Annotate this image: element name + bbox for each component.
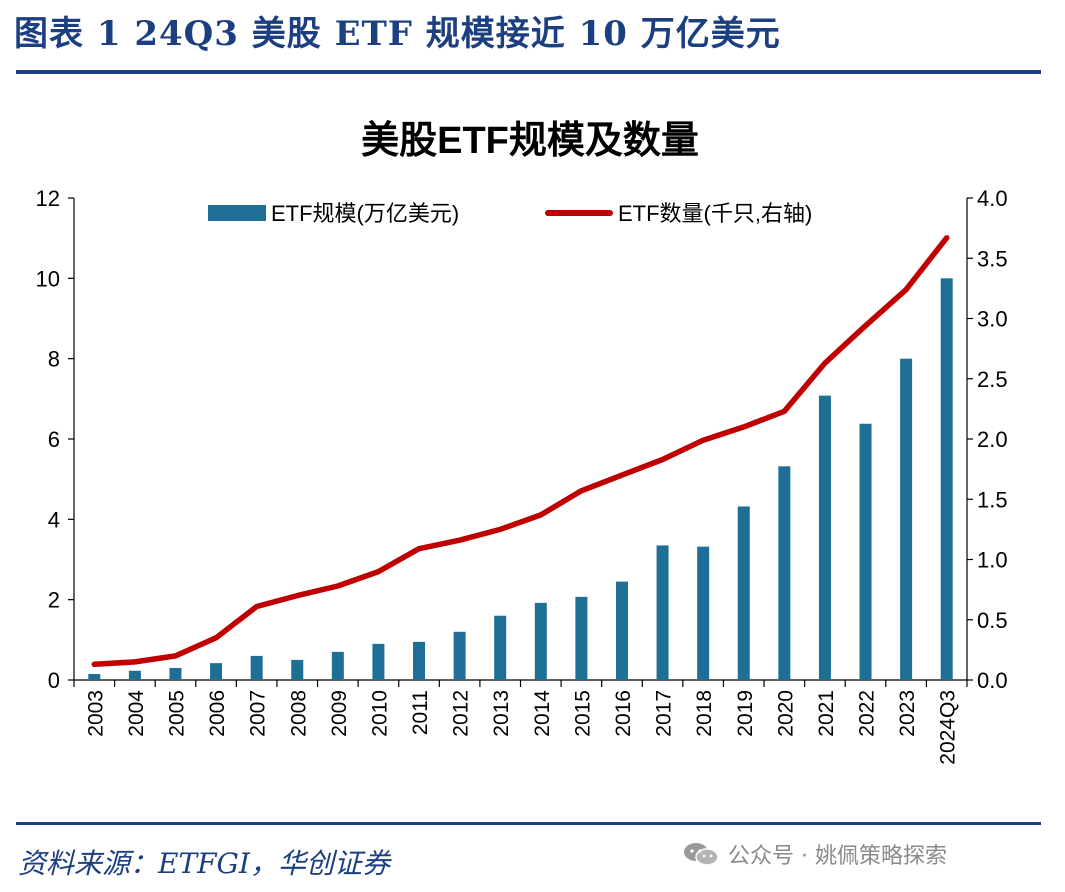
bar-2023: [900, 358, 913, 680]
bar-2011: [413, 641, 426, 680]
x-tick-label: 2013: [490, 690, 513, 737]
x-tick-label: 2009: [328, 690, 351, 737]
bar-2020: [778, 466, 791, 680]
y-left-tick-label: 8: [48, 347, 60, 372]
y-right-tick-label: 3.5: [977, 246, 1008, 271]
bottom-rule: [16, 822, 1041, 825]
x-tick-label: 2019: [734, 690, 757, 737]
x-tick-label: 2003: [84, 690, 107, 737]
bar-2016: [615, 581, 628, 680]
x-tick-label: 2018: [693, 690, 716, 737]
y-right-tick-label: 0.0: [977, 668, 1008, 693]
x-tick-label: 2015: [571, 690, 594, 737]
x-tick-label: 2022: [856, 690, 879, 737]
bar-2013: [494, 615, 507, 680]
x-tick-label: 2020: [774, 690, 797, 737]
bar-2018: [697, 546, 710, 680]
wechat-icon: [684, 843, 719, 866]
bar-2005: [169, 667, 182, 680]
x-tick-label: 2005: [165, 690, 188, 737]
etf-chart: 美股ETF规模及数量 0 2 4 6 8 10 12 0.0 0.5 1.0 1.5 2.0 2.5 3.…: [36, 120, 1008, 765]
watermark: 公众号 · 姚佩策略探索: [682, 838, 947, 870]
legend-bar-swatch: [208, 205, 266, 221]
y-right-tick-label: 1.0: [977, 548, 1008, 573]
source-note: 资料来源：ETFGI，华创证券: [18, 847, 390, 880]
bar-2012: [453, 631, 466, 680]
x-tick-label: 2023: [896, 690, 919, 737]
y-right-tick-label: 1.5: [977, 487, 1008, 512]
chart-axes: 0 2 4 6 8 10 12 0.0 0.5 1.0 1.5 2.0 2.5 3.0 3.5 4.0 2003…: [36, 186, 1008, 765]
bar-2008: [291, 659, 304, 680]
bar-2010: [372, 643, 385, 680]
y-right-tick-label: 2.0: [977, 427, 1008, 452]
x-tick-label: 2024Q3: [937, 690, 960, 765]
x-tick-label: 2011: [409, 690, 432, 735]
bar-series: [88, 278, 953, 680]
bar-2014: [534, 602, 547, 680]
legend-bar-label: ETF规模(万亿美元): [271, 201, 459, 226]
x-tick-label: 2021: [815, 690, 838, 737]
chart-legend: ETF规模(万亿美元) ETF数量(千只,右轴): [208, 201, 812, 226]
y-right-tick-label: 0.5: [977, 608, 1008, 633]
bar-2003: [88, 673, 101, 680]
x-tick-label: 2014: [531, 690, 554, 737]
y-right-tick-label: 4.0: [977, 186, 1008, 211]
x-tick-label: 2007: [247, 690, 270, 737]
bar-2015: [575, 596, 588, 680]
chart-title: 美股ETF规模及数量: [361, 120, 699, 162]
line-series: [91, 235, 950, 668]
bar-2009: [331, 651, 344, 680]
bar-2006: [210, 663, 223, 680]
bar-2007: [250, 655, 263, 680]
bar-2017: [656, 545, 669, 680]
x-tick-label: 2008: [287, 690, 310, 737]
bar-2004: [128, 670, 141, 680]
x-tick-label: 2010: [368, 690, 391, 737]
x-tick-label: 2016: [612, 690, 635, 737]
x-tick-label: 2012: [450, 690, 473, 737]
x-tick-label: 2006: [206, 690, 229, 737]
bar-2021: [818, 395, 831, 680]
y-left-tick-label: 6: [48, 427, 60, 452]
top-rule: [16, 70, 1041, 74]
y-left-tick-label: 4: [48, 507, 60, 532]
bar-2024Q3: [940, 278, 953, 680]
y-left-tick-label: 0: [48, 668, 60, 693]
y-left-tick-label: 12: [36, 186, 60, 211]
y-right-tick-label: 3.0: [977, 307, 1008, 332]
bar-2019: [737, 506, 750, 680]
y-right-tick-label: 2.5: [977, 367, 1008, 392]
etf-count-line: [91, 235, 950, 668]
x-tick-label: 2004: [125, 690, 148, 737]
x-tick-label: 2017: [653, 690, 676, 737]
watermark-text: 公众号 · 姚佩策略探索: [728, 844, 947, 869]
y-left-tick-label: 10: [36, 266, 60, 291]
legend-line-label: ETF数量(千只,右轴): [618, 201, 812, 226]
bar-2022: [859, 423, 872, 680]
figure-title: 图表 1 24Q3 美股 ETF 规模接近 10 万亿美元: [14, 14, 781, 54]
y-left-tick-label: 2: [48, 588, 60, 613]
